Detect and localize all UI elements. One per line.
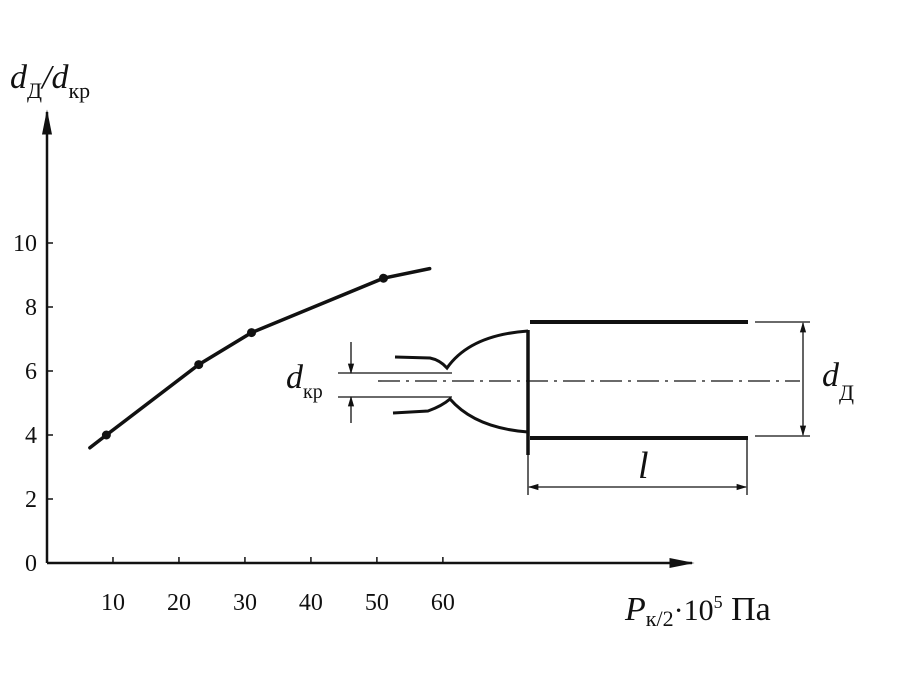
x-tick-label: 30: [233, 590, 257, 616]
y-axis-label: dД/dкр: [10, 59, 90, 103]
nozzle-diagram: [338, 320, 810, 495]
d-d-label: dД: [822, 357, 854, 405]
x-label-part: ·10: [674, 594, 714, 627]
data-point: [194, 360, 204, 370]
nozzle-top: [394, 329, 529, 371]
x-tick-label: 20: [167, 590, 191, 616]
y-tick-label: 8: [25, 295, 37, 321]
y-label-part: d: [10, 59, 28, 96]
y-tick-label: 2: [25, 487, 37, 513]
x-tick-label: 60: [431, 590, 455, 616]
y-tick-label: 0: [25, 551, 37, 577]
label-part: Д: [839, 380, 854, 405]
label-part: кр: [303, 381, 323, 403]
x-label-part: P: [624, 591, 646, 628]
axes: [42, 109, 695, 568]
x-axis-label: Pк/2·105 Па: [624, 591, 771, 631]
label-part: d: [822, 357, 840, 394]
x-label-part: к/2: [646, 606, 674, 631]
y-tick-label: 4: [25, 423, 37, 449]
x-tick-label: 50: [365, 590, 389, 616]
l-label: l: [638, 445, 649, 487]
nozzle-bottom: [392, 396, 529, 434]
x-tick-label: 10: [101, 590, 125, 616]
y-label-part: /d: [40, 59, 69, 96]
x-label-part: Па: [723, 591, 771, 628]
y-tick-label: 10: [13, 231, 37, 257]
data-point: [247, 328, 257, 338]
y-label-part: Д: [27, 78, 42, 103]
x-tick-label: 40: [299, 590, 323, 616]
x-label-part: 5: [714, 592, 723, 612]
label-part: d: [286, 359, 304, 396]
data-point: [101, 430, 111, 440]
data-point: [378, 273, 388, 283]
curve: [88, 266, 432, 450]
d-kr-label: dкр: [286, 359, 323, 403]
y-tick-label: 6: [25, 359, 37, 385]
y-label-part: кр: [68, 78, 90, 103]
